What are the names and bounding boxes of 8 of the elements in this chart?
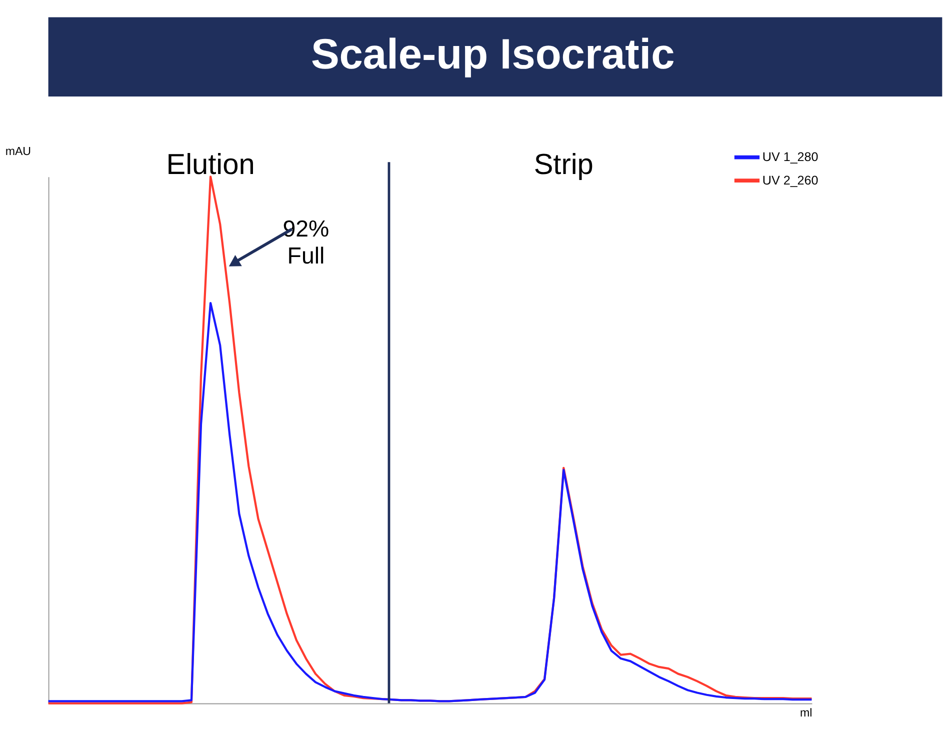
legend-label: UV 1_280	[762, 150, 818, 164]
y-axis-title: mAU	[5, 146, 32, 158]
annotation: Strip	[534, 148, 594, 181]
annotation: 92% Full	[282, 216, 330, 269]
chart-title: Scale-up Isocratic	[310, 31, 675, 78]
legend-label: UV 2_260	[762, 173, 818, 188]
x-axis-title: ml	[800, 707, 812, 720]
annotation: Elution	[166, 148, 255, 181]
